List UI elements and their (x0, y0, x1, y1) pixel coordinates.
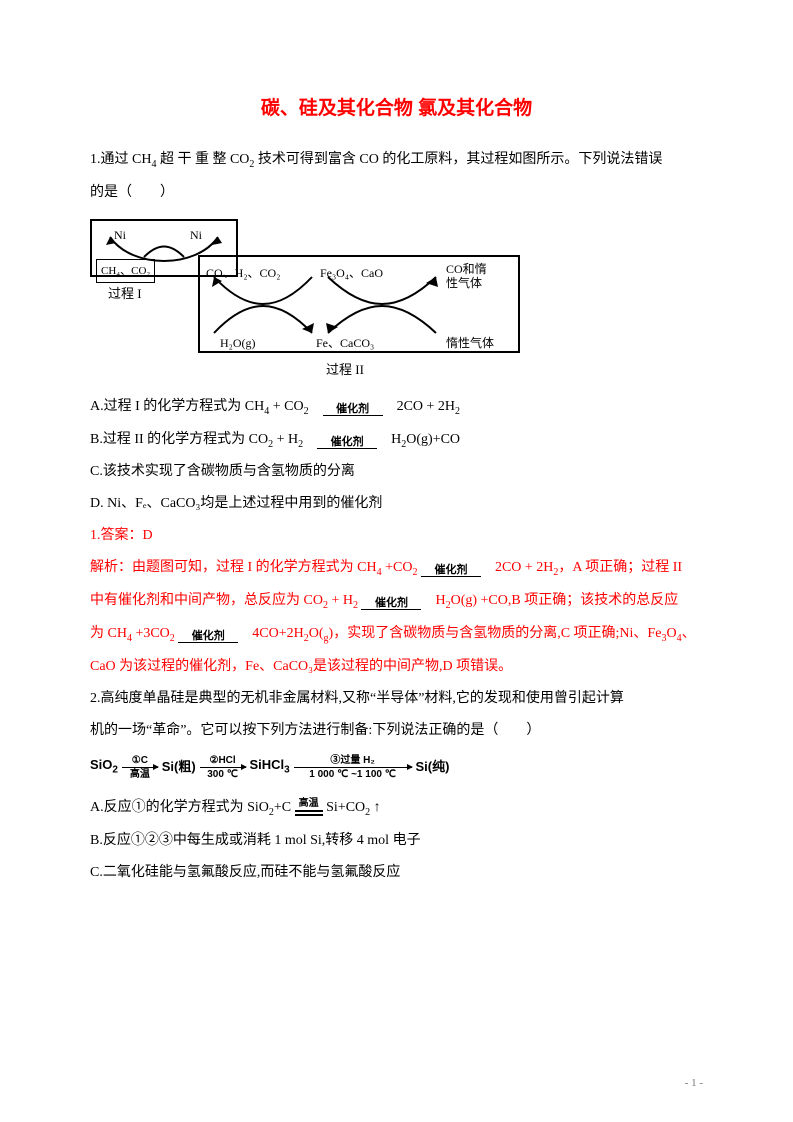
sub: 2 (455, 406, 460, 417)
text: O (666, 626, 676, 641)
text: 1.通过 CH (90, 152, 151, 167)
label-proc2: 过程 II (326, 357, 364, 383)
lines (295, 810, 323, 816)
seq-sihcl3: SiHCl3 (249, 756, 289, 778)
text: + H (273, 432, 298, 447)
text: 技术可得到富含 CO 的化工原料，其过程如图所示。下列说法错误 (254, 152, 662, 167)
sub: 2 (353, 600, 358, 611)
arrow-3: ③过量 H₂ 1 000 ℃ ~1 100 ℃ (294, 755, 412, 780)
text: O( (309, 626, 324, 641)
text: Si+CO (323, 800, 366, 815)
q1-explain-4: CaO 为该过程的催化剂，Fe、CaCO₃是该过程的中间产物,D 项错误。 (90, 653, 703, 681)
text: +3CO (132, 626, 170, 641)
text: 中有催化剂和中间产物，总反应为 CO (90, 593, 323, 608)
q1-option-c: C.该技术实现了含碳物质与含氢物质的分离 (90, 458, 703, 486)
label-h2o: H₂O(g) (220, 331, 256, 355)
label-co-inert2: 性气体 (446, 271, 482, 295)
label-ch4co2: CH₄、CO₂ (96, 259, 155, 283)
bot: 1 000 ℃ ~1 100 ℃ (294, 769, 412, 780)
eq-high-temp: 高温 (295, 799, 323, 816)
text: 为 CH (90, 626, 127, 641)
seq-sio2: SiO2 (90, 756, 118, 778)
catalyst-label: 催化剂 (361, 598, 421, 609)
label-fecaco3: Fe、CaCO₃ (316, 331, 374, 355)
catalyst-label: 催化剂 (317, 437, 377, 448)
text: 、 (682, 626, 696, 641)
text (309, 399, 323, 414)
label-inert: 惰性气体 (446, 331, 494, 355)
page-number: - 1 - (685, 1072, 703, 1094)
q1-explain-2: 中有催化剂和中间产物，总反应为 CO2 + H2 催化剂 H2O(g) +CO,… (90, 587, 703, 616)
arrow-1: ①C 高温 (122, 755, 158, 780)
q2-stem-1: 2.高纯度单晶硅是典型的无机非金属材料,又称“半导体”材料,它的发现和使用曾引起… (90, 685, 703, 713)
sub: 2 (412, 567, 417, 578)
arrow-2: ②HCl 300 ℃ (200, 755, 246, 780)
seq-si-pure: Si(纯) (416, 758, 450, 776)
text: )，实现了含碳物质与含氢物质的分离,C 项正确;Ni、Fe (329, 626, 662, 641)
catalyst-label: 催化剂 (421, 565, 481, 576)
text: H (421, 593, 445, 608)
q2-option-b: B.反应①②③中每生成或消耗 1 mol Si,转移 4 mol 电子 (90, 827, 703, 855)
text: ，A 项正确；过程 II (558, 560, 682, 575)
bot: 300 ℃ (200, 769, 246, 780)
q2-reaction-sequence: SiO2 ①C 高温 Si(粗) ②HCl 300 ℃ SiHCl3 ③过量 H… (90, 755, 703, 780)
text: 超 干 重 整 CO (156, 152, 249, 167)
q1-explain-3: 为 CH4 +3CO2 催化剂 4CO+2H2O(g)，实现了含碳物质与含氢物质… (90, 620, 703, 649)
text: 解析：由题图可知，过程 I 的化学方程式为 CH (90, 560, 377, 575)
catalyst-label: 催化剂 (323, 404, 383, 415)
page-title: 碳、硅及其化合物 氯及其化合物 (90, 90, 703, 128)
bot: 高温 (122, 769, 158, 780)
text: SiO (90, 757, 112, 772)
sub: 3 (284, 765, 290, 776)
q2-option-a: A.反应①的化学方程式为 SiO2+C 高温 Si+CO2 ↑ (90, 794, 703, 823)
text: +C (274, 800, 295, 815)
sub: 2 (170, 633, 175, 644)
q1-option-d: D. Ni、Fₑ、CaCO₃均是上述过程中用到的催化剂 (90, 490, 703, 518)
q1-answer: 1.答案：D (90, 522, 703, 550)
q1-explain-1: 解析：由题图可知，过程 I 的化学方程式为 CH4 +CO2 催化剂 2CO +… (90, 554, 703, 583)
q1-option-a: A.过程 I 的化学方程式为 CH4 + CO2 催化剂 2CO + 2H2 (90, 393, 703, 422)
text: O(g)+CO (406, 432, 460, 447)
q1-diagram: Ni Ni CH₄、CO₂ 过程 I CO、H₂、CO₂ Fe₃O₄、CaO C… (90, 213, 520, 383)
label-proc1: 过程 I (108, 281, 142, 307)
q1-stem-line2: 的是（ ） (90, 179, 703, 207)
line (200, 767, 246, 768)
catalyst-label: 催化剂 (178, 631, 238, 642)
text: 4CO+2H (238, 626, 303, 641)
text: + CO (269, 399, 303, 414)
sub: 2 (112, 765, 118, 776)
text: B.过程 II 的化学方程式为 CO (90, 432, 268, 447)
q1-option-b: B.过程 II 的化学方程式为 CO2 + H2 催化剂 H2O(g)+CO (90, 426, 703, 455)
text: 2CO + 2H (383, 399, 455, 414)
text: A.过程 I 的化学方程式为 CH (90, 399, 264, 414)
top: ③过量 H₂ (294, 755, 412, 766)
text: SiHCl (249, 757, 284, 772)
top: 高温 (295, 799, 323, 809)
seq-si-crude: Si(粗) (162, 758, 196, 776)
line (122, 767, 158, 768)
q1-stem-line1: 1.通过 CH4 超 干 重 整 CO2 技术可得到富含 CO 的化工原料，其过… (90, 146, 703, 175)
top: ②HCl (200, 755, 246, 766)
text: A.反应①的化学方程式为 SiO (90, 800, 269, 815)
text: H (377, 432, 401, 447)
text: ↑ (370, 800, 381, 815)
text: 2CO + 2H (481, 560, 553, 575)
text: +CO (382, 560, 413, 575)
line (294, 767, 412, 768)
text: O(g) +CO,B 项正确；该技术的总反应 (451, 593, 679, 608)
text: + H (328, 593, 353, 608)
text (303, 432, 317, 447)
q2-stem-2: 机的一场“革命”。它可以按下列方法进行制备:下列说法正确的是（ ） (90, 717, 703, 745)
q2-option-c: C.二氧化硅能与氢氟酸反应,而硅不能与氢氟酸反应 (90, 859, 703, 887)
